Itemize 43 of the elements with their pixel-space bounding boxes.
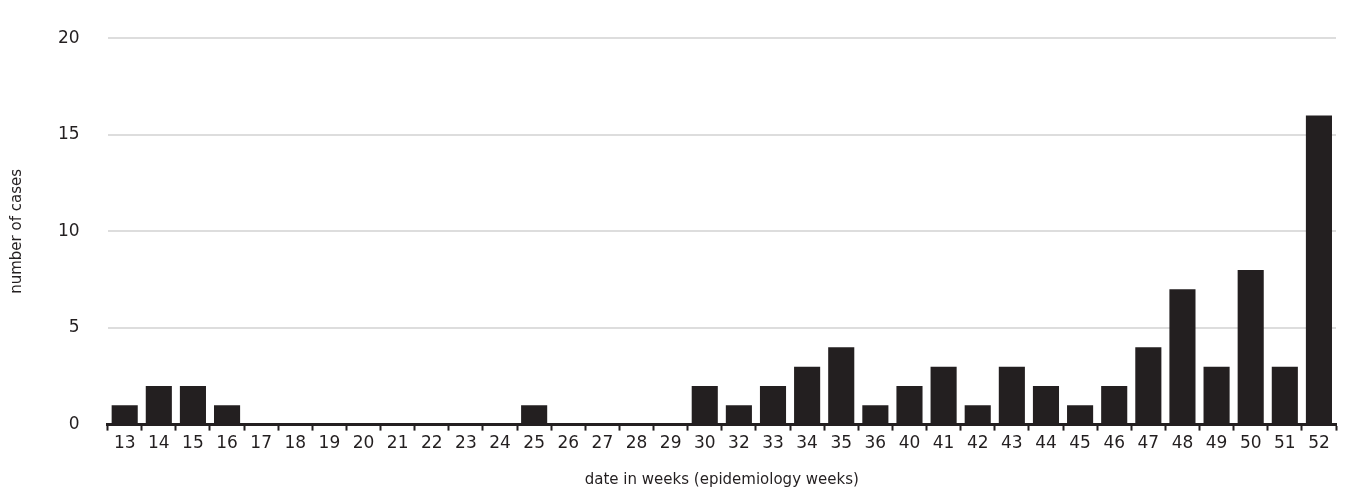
x-tick-label: 35 (830, 432, 853, 453)
y-tick-label: 5 (68, 316, 80, 337)
x-tick-label: 20 (352, 432, 375, 453)
x-tick-label: 27 (591, 432, 614, 453)
x-tick-label: 19 (318, 432, 341, 453)
x-tick-label: 32 (728, 432, 750, 453)
x-tick-label: 30 (693, 432, 716, 453)
y-tick-label: 20 (57, 26, 80, 47)
x-tick-label: 43 (1001, 432, 1023, 453)
x-tick-label: 17 (250, 432, 272, 453)
x-tick-label: 50 (1239, 432, 1262, 453)
x-tick-label: 51 (1274, 432, 1296, 453)
x-tick-label: 25 (523, 432, 545, 453)
x-tick-label: 49 (1205, 432, 1228, 453)
x-tick-label: 41 (932, 432, 955, 453)
x-tick-label: 14 (147, 432, 170, 453)
x-tick-label: 36 (864, 432, 887, 453)
y-tick-label: 0 (68, 413, 80, 434)
x-tick-label: 15 (182, 432, 204, 453)
x-tick-label: 28 (625, 432, 648, 453)
x-tick-label: 21 (386, 432, 409, 453)
x-tick-label: 40 (898, 432, 921, 453)
x-tick-label: 29 (659, 432, 682, 453)
x-tick-label: 42 (966, 432, 989, 453)
x-tick-label: 46 (1103, 432, 1126, 453)
x-tick-label: 44 (1035, 432, 1057, 453)
y-axis-title: number of cases (6, 168, 25, 294)
x-tick-label: 48 (1171, 432, 1194, 453)
y-tick-label: 10 (57, 219, 80, 240)
x-tick-label: 34 (796, 432, 818, 453)
x-tick-label: 16 (216, 432, 238, 453)
x-tick-label: 45 (1069, 432, 1091, 453)
x-tick-label: 18 (284, 432, 307, 453)
x-axis-title: date in weeks (epidemiology weeks) (584, 469, 859, 488)
x-tick-label: 22 (420, 432, 443, 453)
x-tick-label: 13 (113, 432, 136, 453)
x-tick-label: 23 (455, 432, 477, 453)
x-tick-label: 33 (762, 432, 784, 453)
x-tick-label: 52 (1308, 432, 1330, 453)
x-tick-label: 26 (557, 432, 580, 453)
x-tick-label: 47 (1137, 432, 1160, 453)
x-tick-label: 24 (489, 432, 511, 453)
y-tick-label: 15 (57, 123, 80, 144)
